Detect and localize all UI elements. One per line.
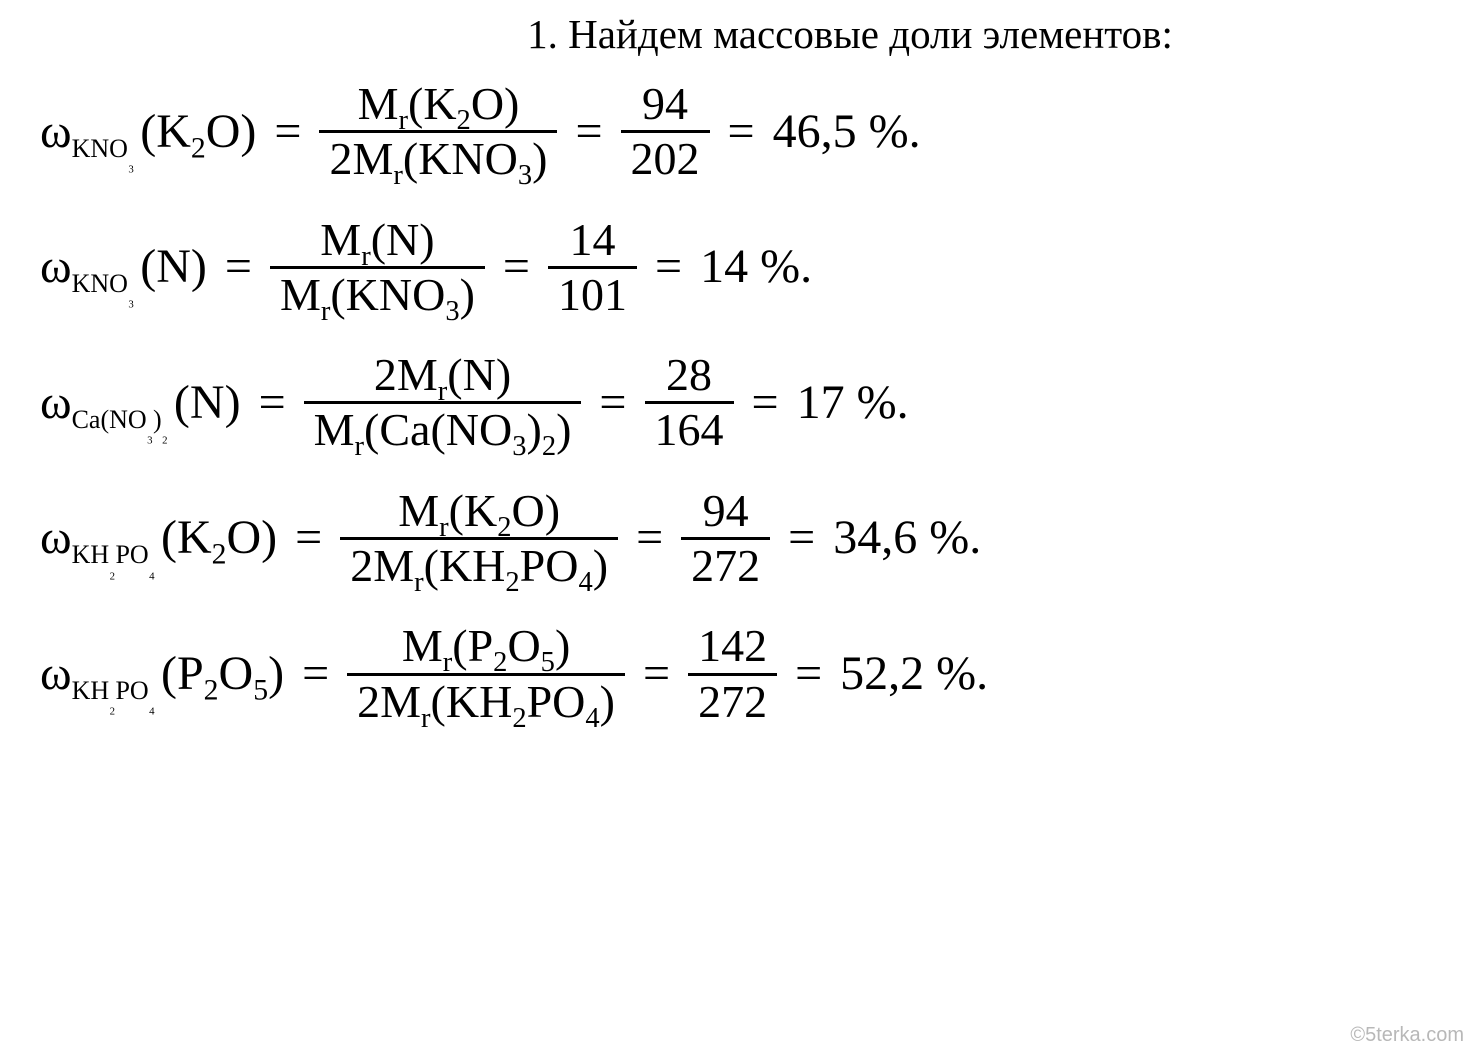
omega-symbol: ω — [40, 378, 72, 428]
equals-sign: = — [728, 107, 755, 157]
fraction-numerator: Mr(N) — [310, 214, 444, 266]
equals-sign: = — [788, 513, 815, 563]
fraction-numerator: 28 — [656, 349, 722, 401]
equation-list: ωKNO₃(K2O)=Mr(K2O)2Mr(KNO3)=94202=46,5 %… — [40, 78, 1460, 728]
fraction-denominator: 2Mr(KNO3) — [319, 133, 557, 185]
fraction-numeric: 142272 — [688, 620, 777, 728]
omega-subscript: KNO₃ — [72, 135, 135, 167]
section-title: 1. Найдем массовые доли элементов: — [40, 10, 1460, 58]
fraction-numeric: 94272 — [681, 485, 770, 593]
omega-subscript: KNO₃ — [72, 270, 135, 302]
equation-row: ωKH₂PO₄(P2O5) = Mr(P2O5)2Mr(KH2PO4) = 142272… — [40, 620, 1460, 728]
equation-row: ωCa(NO₃)₂(N) = 2Mr(N)Mr(Ca(NO3)2) = 28164 = 17… — [40, 349, 1460, 457]
fraction-numerator: Mr(K2O) — [388, 485, 570, 537]
fraction-numeric: 28164 — [645, 349, 734, 457]
equals-sign: = — [752, 378, 779, 428]
fraction-symbolic: Mr(N)Mr(KNO3) — [270, 214, 485, 322]
fraction-numerator: 14 — [560, 214, 626, 266]
fraction-numerator: Mr(K2O) — [348, 78, 530, 130]
fraction-numerator: 142 — [688, 620, 777, 672]
fraction-numerator: 94 — [693, 485, 759, 537]
omega-subscript: KH₂PO₄ — [72, 677, 155, 709]
fraction-denominator: 202 — [621, 133, 710, 185]
fraction-denominator: Mr(KNO3) — [270, 269, 485, 321]
fraction-numerator: 2Mr(N) — [364, 349, 521, 401]
equals-sign: = — [225, 242, 252, 292]
equals-sign: = — [655, 242, 682, 292]
equation-lhs: ωKNO₃(K2O) — [40, 107, 256, 157]
equals-sign: = — [636, 513, 663, 563]
omega-argument: (N) — [140, 242, 207, 292]
equation-result: 17 %. — [797, 378, 909, 428]
omega-symbol: ω — [40, 513, 72, 563]
equation-lhs: ωKNO₃(N) — [40, 242, 207, 292]
fraction-denominator: 2Mr(KH2PO4) — [347, 676, 625, 728]
omega-argument: (K2O) — [161, 513, 277, 563]
fraction-symbolic: Mr(K2O)2Mr(KNO3) — [319, 78, 557, 186]
fraction-symbolic: Mr(P2O5)2Mr(KH2PO4) — [347, 620, 625, 728]
omega-subscript: Ca(NO₃)₂ — [72, 406, 168, 438]
equals-sign: = — [503, 242, 530, 292]
equals-sign: = — [274, 107, 301, 157]
fraction-symbolic: 2Mr(N)Mr(Ca(NO3)2) — [304, 349, 582, 457]
equation-row: ωKH₂PO₄(K2O) = Mr(K2O)2Mr(KH2PO4) = 94272 = 34… — [40, 485, 1460, 593]
equation-result: 14 %. — [700, 242, 812, 292]
equals-sign: = — [259, 378, 286, 428]
fraction-symbolic: Mr(K2O)2Mr(KH2PO4) — [340, 485, 618, 593]
fraction-denominator: Mr(Ca(NO3)2) — [304, 404, 582, 456]
fraction-denominator: 272 — [688, 676, 777, 728]
equation-lhs: ωKH₂PO₄(K2O) — [40, 513, 277, 563]
watermark: ©5terka.com — [1350, 1024, 1464, 1047]
equation-lhs: ωCa(NO₃)₂(N) — [40, 378, 241, 428]
omega-subscript: KH₂PO₄ — [72, 541, 155, 573]
fraction-denominator: 164 — [645, 404, 734, 456]
equation-row: ωKNO₃(K2O) = Mr(K2O)2Mr(KNO3) = 94202 = 46,5 %… — [40, 78, 1460, 186]
omega-symbol: ω — [40, 107, 72, 157]
equation-result: 34,6 %. — [833, 513, 981, 563]
fraction-numeric: 94202 — [621, 78, 710, 186]
omega-symbol: ω — [40, 242, 72, 292]
omega-argument: (N) — [174, 378, 241, 428]
equals-sign: = — [295, 513, 322, 563]
fraction-numerator: Mr(P2O5) — [392, 620, 580, 672]
fraction-denominator: 101 — [548, 269, 637, 321]
equation-result: 52,2 %. — [840, 649, 988, 699]
document-page: 1. Найдем массовые доли элементов: ωKNO₃… — [0, 0, 1480, 728]
equals-sign: = — [643, 649, 670, 699]
equals-sign: = — [599, 378, 626, 428]
omega-argument: (P2O5) — [161, 649, 284, 699]
omega-symbol: ω — [40, 649, 72, 699]
equation-result: 46,5 %. — [773, 107, 921, 157]
equals-sign: = — [795, 649, 822, 699]
fraction-numeric: 14101 — [548, 214, 637, 322]
fraction-denominator: 272 — [681, 540, 770, 592]
fraction-denominator: 2Mr(KH2PO4) — [340, 540, 618, 592]
equation-lhs: ωKH₂PO₄(P2O5) — [40, 649, 284, 699]
equation-row: ωKNO₃(N) = Mr(N)Mr(KNO3) = 14101 = 14 %. — [40, 214, 1460, 322]
omega-argument: (K2O) — [140, 107, 256, 157]
fraction-numerator: 94 — [632, 78, 698, 130]
equals-sign: = — [575, 107, 602, 157]
equals-sign: = — [302, 649, 329, 699]
